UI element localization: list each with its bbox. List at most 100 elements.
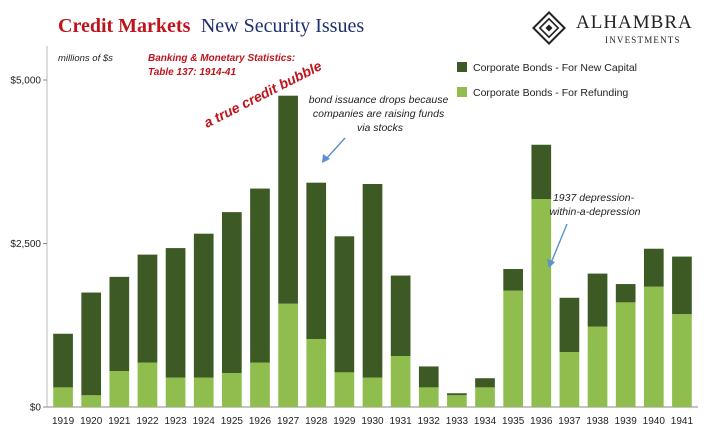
bar-new-capital-1938 bbox=[587, 273, 608, 327]
logo-mark-icon bbox=[532, 11, 566, 45]
x-tick-label: 1928 bbox=[305, 416, 328, 427]
x-tick-label: 1921 bbox=[108, 416, 131, 427]
bar-refunding-1927 bbox=[278, 303, 298, 407]
legend-swatch bbox=[457, 87, 467, 97]
bar-new-capital-1929 bbox=[334, 236, 355, 373]
legend: Corporate Bonds - For New Capital Corpora… bbox=[457, 62, 637, 99]
bar-refunding-1935 bbox=[503, 290, 523, 407]
alhambra-logo: ALHAMBRA INVESTMENTS bbox=[532, 11, 693, 45]
bar-new-capital-1928 bbox=[306, 182, 327, 339]
bar-new-capital-1921 bbox=[109, 276, 130, 372]
legend-swatch bbox=[457, 62, 467, 72]
bar-new-capital-1925 bbox=[222, 212, 242, 373]
x-tick-label: 1931 bbox=[390, 416, 413, 427]
logo-name: ALHAMBRA bbox=[576, 12, 693, 33]
source-line-2: Table 137: 1914-41 bbox=[148, 67, 236, 78]
bar-new-capital-1927 bbox=[278, 95, 298, 304]
annotation-stocks-line-3: via stocks bbox=[357, 122, 404, 134]
x-tick-label: 1926 bbox=[249, 416, 272, 427]
bar-new-capital-1941 bbox=[672, 256, 692, 315]
bar-new-capital-1933 bbox=[447, 393, 467, 396]
bar-refunding-1922 bbox=[137, 362, 158, 407]
bar-new-capital-1939 bbox=[615, 284, 636, 303]
logo-sub: INVESTMENTS bbox=[605, 35, 681, 45]
x-tick-label: 1923 bbox=[164, 416, 187, 427]
x-tick-label: 1919 bbox=[52, 416, 75, 427]
bar-new-capital-1940 bbox=[643, 248, 664, 287]
bar-refunding-1926 bbox=[250, 362, 270, 407]
bar-new-capital-1936 bbox=[531, 144, 552, 200]
bar-refunding-1932 bbox=[418, 387, 439, 407]
x-tick-label: 1934 bbox=[474, 416, 497, 427]
x-tick-label: 1927 bbox=[277, 416, 300, 427]
annotation-depression-line-1: 1937 depression- bbox=[553, 192, 635, 204]
bar-refunding-1939 bbox=[615, 302, 636, 407]
bar-refunding-1931 bbox=[390, 355, 411, 407]
y-tick-label: $5,000 bbox=[10, 76, 41, 87]
bar-refunding-1930 bbox=[362, 377, 383, 407]
annotation-depression: 1937 depression- within-a-depression bbox=[549, 192, 640, 218]
x-tick-label: 1936 bbox=[530, 416, 553, 427]
unit-label: millions of $s bbox=[58, 53, 113, 64]
bar-new-capital-1920 bbox=[81, 292, 102, 396]
bar-refunding-1921 bbox=[109, 371, 130, 407]
bar-new-capital-1930 bbox=[362, 183, 383, 378]
bar-new-capital-1935 bbox=[503, 269, 523, 291]
x-tick-label: 1932 bbox=[418, 416, 441, 427]
x-tick-label: 1940 bbox=[643, 416, 666, 427]
x-tick-label: 1938 bbox=[586, 416, 609, 427]
chart-title: Credit Markets New Security Issues bbox=[58, 15, 364, 37]
bar-refunding-1940 bbox=[643, 286, 664, 407]
arrow-depression-icon bbox=[547, 223, 568, 268]
bar-refunding-1936 bbox=[531, 199, 552, 407]
bar-new-capital-1919 bbox=[53, 333, 73, 388]
bar-refunding-1933 bbox=[447, 395, 467, 407]
bar-refunding-1928 bbox=[306, 338, 327, 407]
annotation-depression-line-2: within-a-depression bbox=[549, 206, 640, 218]
source-line-1: Banking & Monetary Statistics: bbox=[148, 53, 295, 64]
bar-refunding-1924 bbox=[193, 377, 214, 407]
bar-refunding-1929 bbox=[334, 372, 355, 407]
chart-title-part1: Credit Markets bbox=[58, 15, 191, 37]
bar-refunding-1941 bbox=[672, 314, 692, 407]
annotation-stocks-line-2: companies are raising funds bbox=[313, 108, 445, 120]
bar-new-capital-1932 bbox=[418, 366, 439, 388]
annotation-stocks-line-1: bond issuance drops because bbox=[309, 94, 449, 106]
x-tick-label: 1937 bbox=[558, 416, 581, 427]
bar-new-capital-1931 bbox=[390, 275, 411, 356]
x-tick-label: 1935 bbox=[502, 416, 525, 427]
bar-new-capital-1937 bbox=[559, 297, 580, 353]
x-tick-label: 1933 bbox=[446, 416, 469, 427]
x-tick-label: 1922 bbox=[136, 416, 159, 427]
annotation-stocks: bond issuance drops because companies ar… bbox=[309, 94, 451, 134]
bar-new-capital-1934 bbox=[475, 378, 495, 388]
x-tick-label: 1924 bbox=[193, 416, 216, 427]
bar-new-capital-1926 bbox=[250, 188, 270, 363]
bar-refunding-1925 bbox=[222, 372, 242, 407]
bar-new-capital-1922 bbox=[137, 254, 158, 363]
y-axis-ticks: $0 $2,500 $5,000 bbox=[10, 76, 47, 414]
bar-refunding-1923 bbox=[165, 377, 186, 407]
x-tick-label: 1925 bbox=[221, 416, 244, 427]
legend-label: Corporate Bonds - For Refunding bbox=[473, 87, 628, 99]
bar-refunding-1934 bbox=[475, 387, 495, 407]
bar-refunding-1937 bbox=[559, 352, 580, 407]
bar-refunding-1920 bbox=[81, 395, 102, 407]
y-tick-label: $0 bbox=[30, 403, 42, 414]
x-tick-label: 1920 bbox=[80, 416, 103, 427]
x-tick-label: 1939 bbox=[615, 416, 638, 427]
x-axis-labels: 1919 1920 1921 1922 1923 1924 1925 1926 1927 1928… bbox=[52, 416, 694, 427]
bar-new-capital-1924 bbox=[193, 233, 214, 378]
chart-title-part2: New Security Issues bbox=[201, 15, 365, 37]
legend-label: Corporate Bonds - For New Capital bbox=[473, 62, 637, 74]
x-tick-label: 1930 bbox=[361, 416, 384, 427]
y-tick-label: $2,500 bbox=[10, 239, 41, 250]
bar-refunding-1938 bbox=[587, 326, 608, 407]
x-tick-label: 1941 bbox=[671, 416, 694, 427]
x-tick-label: 1929 bbox=[333, 416, 356, 427]
bars bbox=[53, 95, 692, 407]
bar-new-capital-1923 bbox=[165, 248, 186, 378]
arrow-stocks-icon bbox=[322, 137, 346, 163]
bar-refunding-1919 bbox=[53, 387, 73, 407]
